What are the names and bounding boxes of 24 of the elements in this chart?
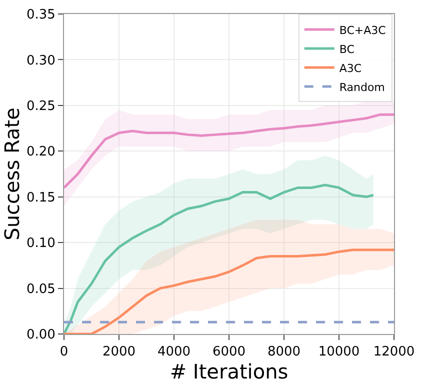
y-tick-label: 0.25 bbox=[26, 98, 56, 114]
legend-label: A3C bbox=[339, 62, 362, 75]
x-axis-title: # Iterations bbox=[170, 360, 288, 384]
line-series bbox=[64, 184, 375, 334]
y-tick-label: 0.20 bbox=[26, 144, 56, 160]
x-tick-label: 8000 bbox=[267, 344, 301, 360]
legend-label: BC bbox=[339, 42, 355, 56]
x-tick-label: 12000 bbox=[373, 344, 415, 360]
line-series bbox=[64, 248, 394, 334]
y-tick-label: 0.05 bbox=[26, 282, 56, 297]
y-axis-title: Success Rate bbox=[0, 108, 24, 240]
legend-label: Random bbox=[339, 80, 385, 94]
x-tick-label: 0 bbox=[60, 344, 68, 360]
y-tick-label: 0.30 bbox=[26, 53, 56, 68]
x-tick-label: 4000 bbox=[157, 344, 191, 360]
legend-label: BC+A3C bbox=[339, 24, 386, 37]
y-tick-label: 0.15 bbox=[26, 190, 56, 206]
x-tick-label: 2000 bbox=[102, 344, 136, 360]
x-tick-label: 6000 bbox=[212, 344, 246, 360]
y-tick-label: 0.10 bbox=[26, 236, 56, 252]
y-tick-label: 0.35 bbox=[26, 8, 56, 23]
y-tick-label: 0.00 bbox=[26, 328, 56, 343]
line-series bbox=[64, 113, 394, 189]
x-tick-label: 10000 bbox=[318, 344, 360, 360]
